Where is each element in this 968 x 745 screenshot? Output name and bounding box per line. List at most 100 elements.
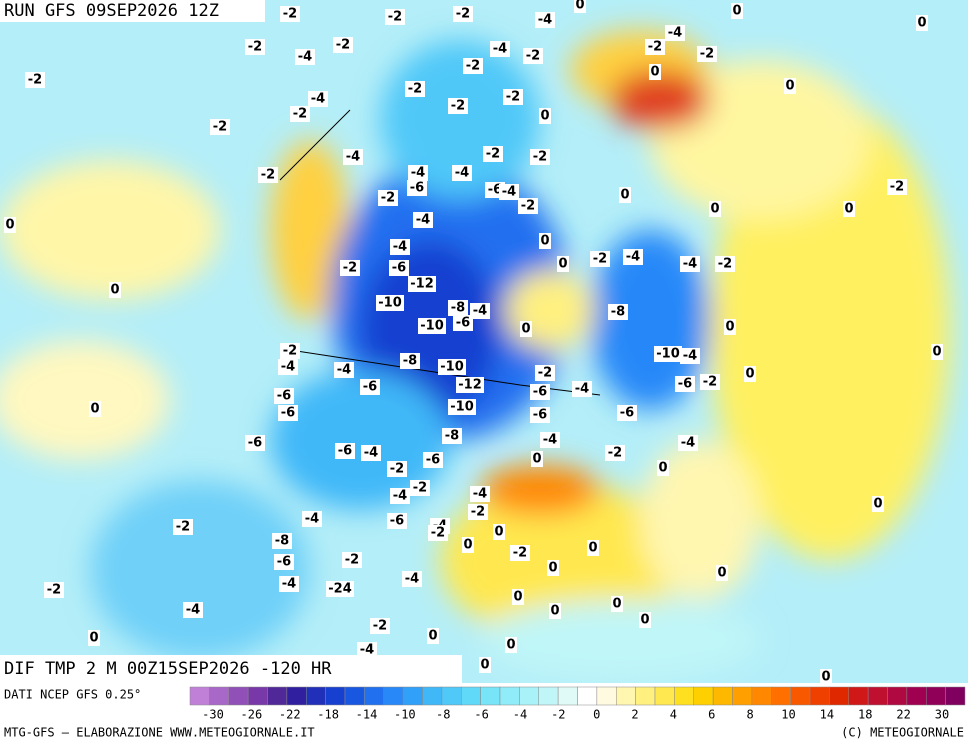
label-box bbox=[453, 6, 473, 22]
contour-label: -6 bbox=[281, 406, 295, 421]
contour-label: -4 bbox=[416, 213, 430, 228]
contour-label: -2 bbox=[388, 10, 402, 25]
contour-label: -2 bbox=[533, 150, 547, 165]
label-box bbox=[510, 545, 530, 561]
contour-label: -2 bbox=[261, 168, 275, 183]
label-box bbox=[410, 480, 430, 496]
label-box bbox=[572, 381, 592, 397]
label-box bbox=[608, 304, 628, 320]
contour-label: 0 bbox=[521, 322, 530, 337]
label-box bbox=[258, 167, 278, 183]
label-box bbox=[295, 49, 315, 65]
colorbar-tick-label: 0 bbox=[593, 708, 600, 722]
colorbar-tick-label: 4 bbox=[670, 708, 677, 722]
contour-label: -4 bbox=[683, 349, 697, 364]
contour-label: -2 bbox=[700, 47, 714, 62]
contour-label: -2 bbox=[293, 107, 307, 122]
label-box bbox=[173, 519, 193, 535]
contour-label: -2 bbox=[608, 446, 622, 461]
label-box bbox=[390, 488, 410, 504]
contour-label: -6 bbox=[678, 377, 692, 392]
label-box bbox=[357, 642, 377, 658]
contour-label: -6 bbox=[363, 380, 377, 395]
colorbar-swatch bbox=[402, 686, 423, 706]
label-box bbox=[540, 432, 560, 448]
contour-label: 0 bbox=[821, 670, 830, 685]
label-box bbox=[25, 72, 45, 88]
label-box bbox=[503, 89, 523, 105]
colorbar-swatch bbox=[441, 686, 462, 706]
contour-label: 0 bbox=[932, 345, 941, 360]
contour-label: -2 bbox=[176, 520, 190, 535]
contour-label: 0 bbox=[480, 658, 489, 673]
colorbar-tick-label: 18 bbox=[858, 708, 872, 722]
label-box bbox=[376, 295, 404, 311]
contour-label: 0 bbox=[558, 257, 567, 272]
label-box bbox=[539, 108, 551, 124]
colorbar-swatch bbox=[364, 686, 384, 706]
colorbar-tick-label: 2 bbox=[631, 708, 638, 722]
contour-label: -8 bbox=[403, 354, 417, 369]
contour-label: -2 bbox=[593, 252, 607, 267]
contour-label: 0 bbox=[710, 202, 719, 217]
label-box bbox=[389, 260, 409, 276]
contour-label: -2 bbox=[413, 481, 427, 496]
label-box bbox=[709, 201, 721, 217]
label-box bbox=[523, 48, 543, 64]
label-box bbox=[452, 165, 472, 181]
colorbar-swatch bbox=[228, 686, 249, 706]
contour-label: -2 bbox=[456, 7, 470, 22]
field-title: DIF TMP 2 M 00Z15SEP2026 -120 HR bbox=[4, 659, 332, 679]
label-box bbox=[520, 321, 532, 337]
contour-label: -2 bbox=[703, 375, 717, 390]
colorbar-swatch bbox=[480, 686, 501, 706]
label-box bbox=[360, 379, 380, 395]
colorbar-swatch bbox=[926, 686, 946, 706]
contour-label: -6 bbox=[620, 406, 634, 421]
contour-label: 0 bbox=[506, 638, 515, 653]
label-box bbox=[665, 25, 685, 41]
colorbar-tick-label: -30 bbox=[202, 708, 224, 722]
contour-label: -24 bbox=[328, 582, 352, 597]
contour-label: 0 bbox=[550, 604, 559, 619]
label-box bbox=[370, 618, 390, 634]
colorbar-swatch bbox=[693, 686, 714, 706]
label-box bbox=[427, 628, 439, 644]
contour-label: -6 bbox=[277, 389, 291, 404]
label-box bbox=[744, 366, 756, 382]
label-box bbox=[334, 362, 354, 378]
contour-label: -4 bbox=[393, 240, 407, 255]
contour-label: -4 bbox=[305, 512, 319, 527]
label-box bbox=[402, 571, 422, 587]
label-box bbox=[109, 282, 121, 298]
contour-label: -6 bbox=[277, 555, 291, 570]
contour-label: 0 bbox=[588, 541, 597, 556]
contour-label: -2 bbox=[336, 38, 350, 53]
contour-label: -2 bbox=[373, 619, 387, 634]
contour-label: -4 bbox=[186, 603, 200, 618]
contour-label: 0 bbox=[917, 16, 926, 31]
label-box bbox=[619, 187, 631, 203]
colorbar-tick-label: 22 bbox=[896, 708, 910, 722]
colorbar-swatch bbox=[519, 686, 539, 706]
contour-label: 0 bbox=[110, 283, 119, 298]
contour-label: -6 bbox=[248, 436, 262, 451]
colorbar-swatch bbox=[616, 686, 636, 706]
contour-label: 0 bbox=[540, 234, 549, 249]
contour-label: -4 bbox=[502, 185, 516, 200]
colorbar-swatch bbox=[247, 686, 268, 706]
label-box bbox=[715, 256, 735, 272]
label-box bbox=[408, 165, 428, 181]
label-box bbox=[385, 9, 405, 25]
label-box bbox=[245, 435, 265, 451]
contour-label: -2 bbox=[890, 180, 904, 195]
colorbar-swatch bbox=[867, 686, 888, 706]
label-box bbox=[272, 533, 292, 549]
label-box bbox=[470, 486, 490, 502]
label-box bbox=[649, 64, 661, 80]
contour-label: 0 bbox=[428, 629, 437, 644]
run-title: RUN GFS 09SEP2026 12Z bbox=[4, 1, 219, 21]
contour-label: -4 bbox=[473, 304, 487, 319]
label-box bbox=[617, 405, 637, 421]
label-box bbox=[820, 669, 832, 685]
